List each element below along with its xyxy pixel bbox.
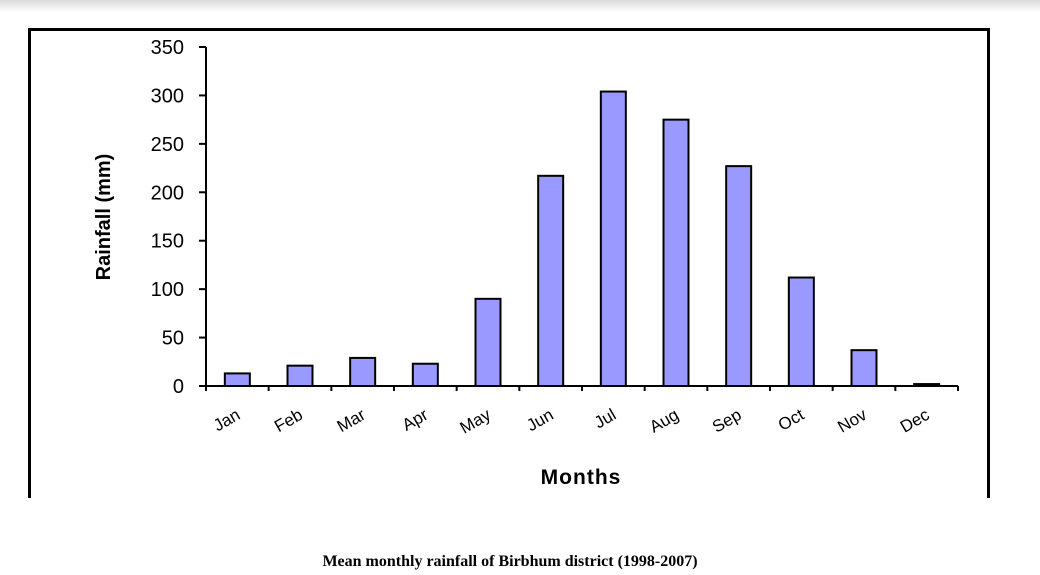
bar-sep [725, 165, 753, 387]
x-category-label: Dec [897, 405, 933, 437]
x-category-label: Jun [523, 405, 556, 435]
y-tick-label: 200 [151, 182, 184, 204]
y-tick-label: 350 [151, 37, 184, 59]
figure-caption: Mean monthly rainfall of Birbhum distric… [322, 553, 698, 570]
bar-jul [599, 90, 627, 387]
x-category-label: Apr [399, 405, 432, 435]
x-category-label: Feb [271, 405, 306, 436]
x-category-label: Nov [834, 405, 870, 437]
bar-mar [349, 356, 377, 388]
bar-jun [537, 174, 565, 387]
bar-dec [913, 383, 941, 388]
y-tick-label: 100 [151, 279, 184, 301]
chart-frame [28, 28, 990, 498]
x-category-label: Sep [709, 405, 745, 437]
x-category-label: Jul [591, 405, 619, 432]
bar-jan [223, 372, 251, 387]
x-category-label: Oct [775, 405, 808, 435]
y-tick-label: 250 [151, 134, 184, 156]
bar-apr [411, 362, 439, 388]
x-category-label: Jan [210, 405, 243, 435]
y-tick-label: 150 [151, 231, 184, 253]
x-category-label: Mar [334, 405, 369, 436]
y-tick-label: 300 [151, 85, 184, 107]
bar-feb [286, 364, 314, 388]
top-shade [0, 0, 1040, 12]
x-axis-title: Months [541, 466, 622, 489]
x-category-label: Aug [646, 405, 682, 437]
bar-oct [787, 276, 815, 387]
y-tick-label: 0 [173, 376, 184, 398]
y-tick-label: 50 [162, 328, 184, 350]
y-axis-title: Rainfall (mm) [93, 154, 115, 281]
x-category-label: May [457, 405, 495, 438]
bar-aug [662, 118, 690, 388]
bar-nov [850, 349, 878, 388]
bar-may [474, 297, 502, 388]
